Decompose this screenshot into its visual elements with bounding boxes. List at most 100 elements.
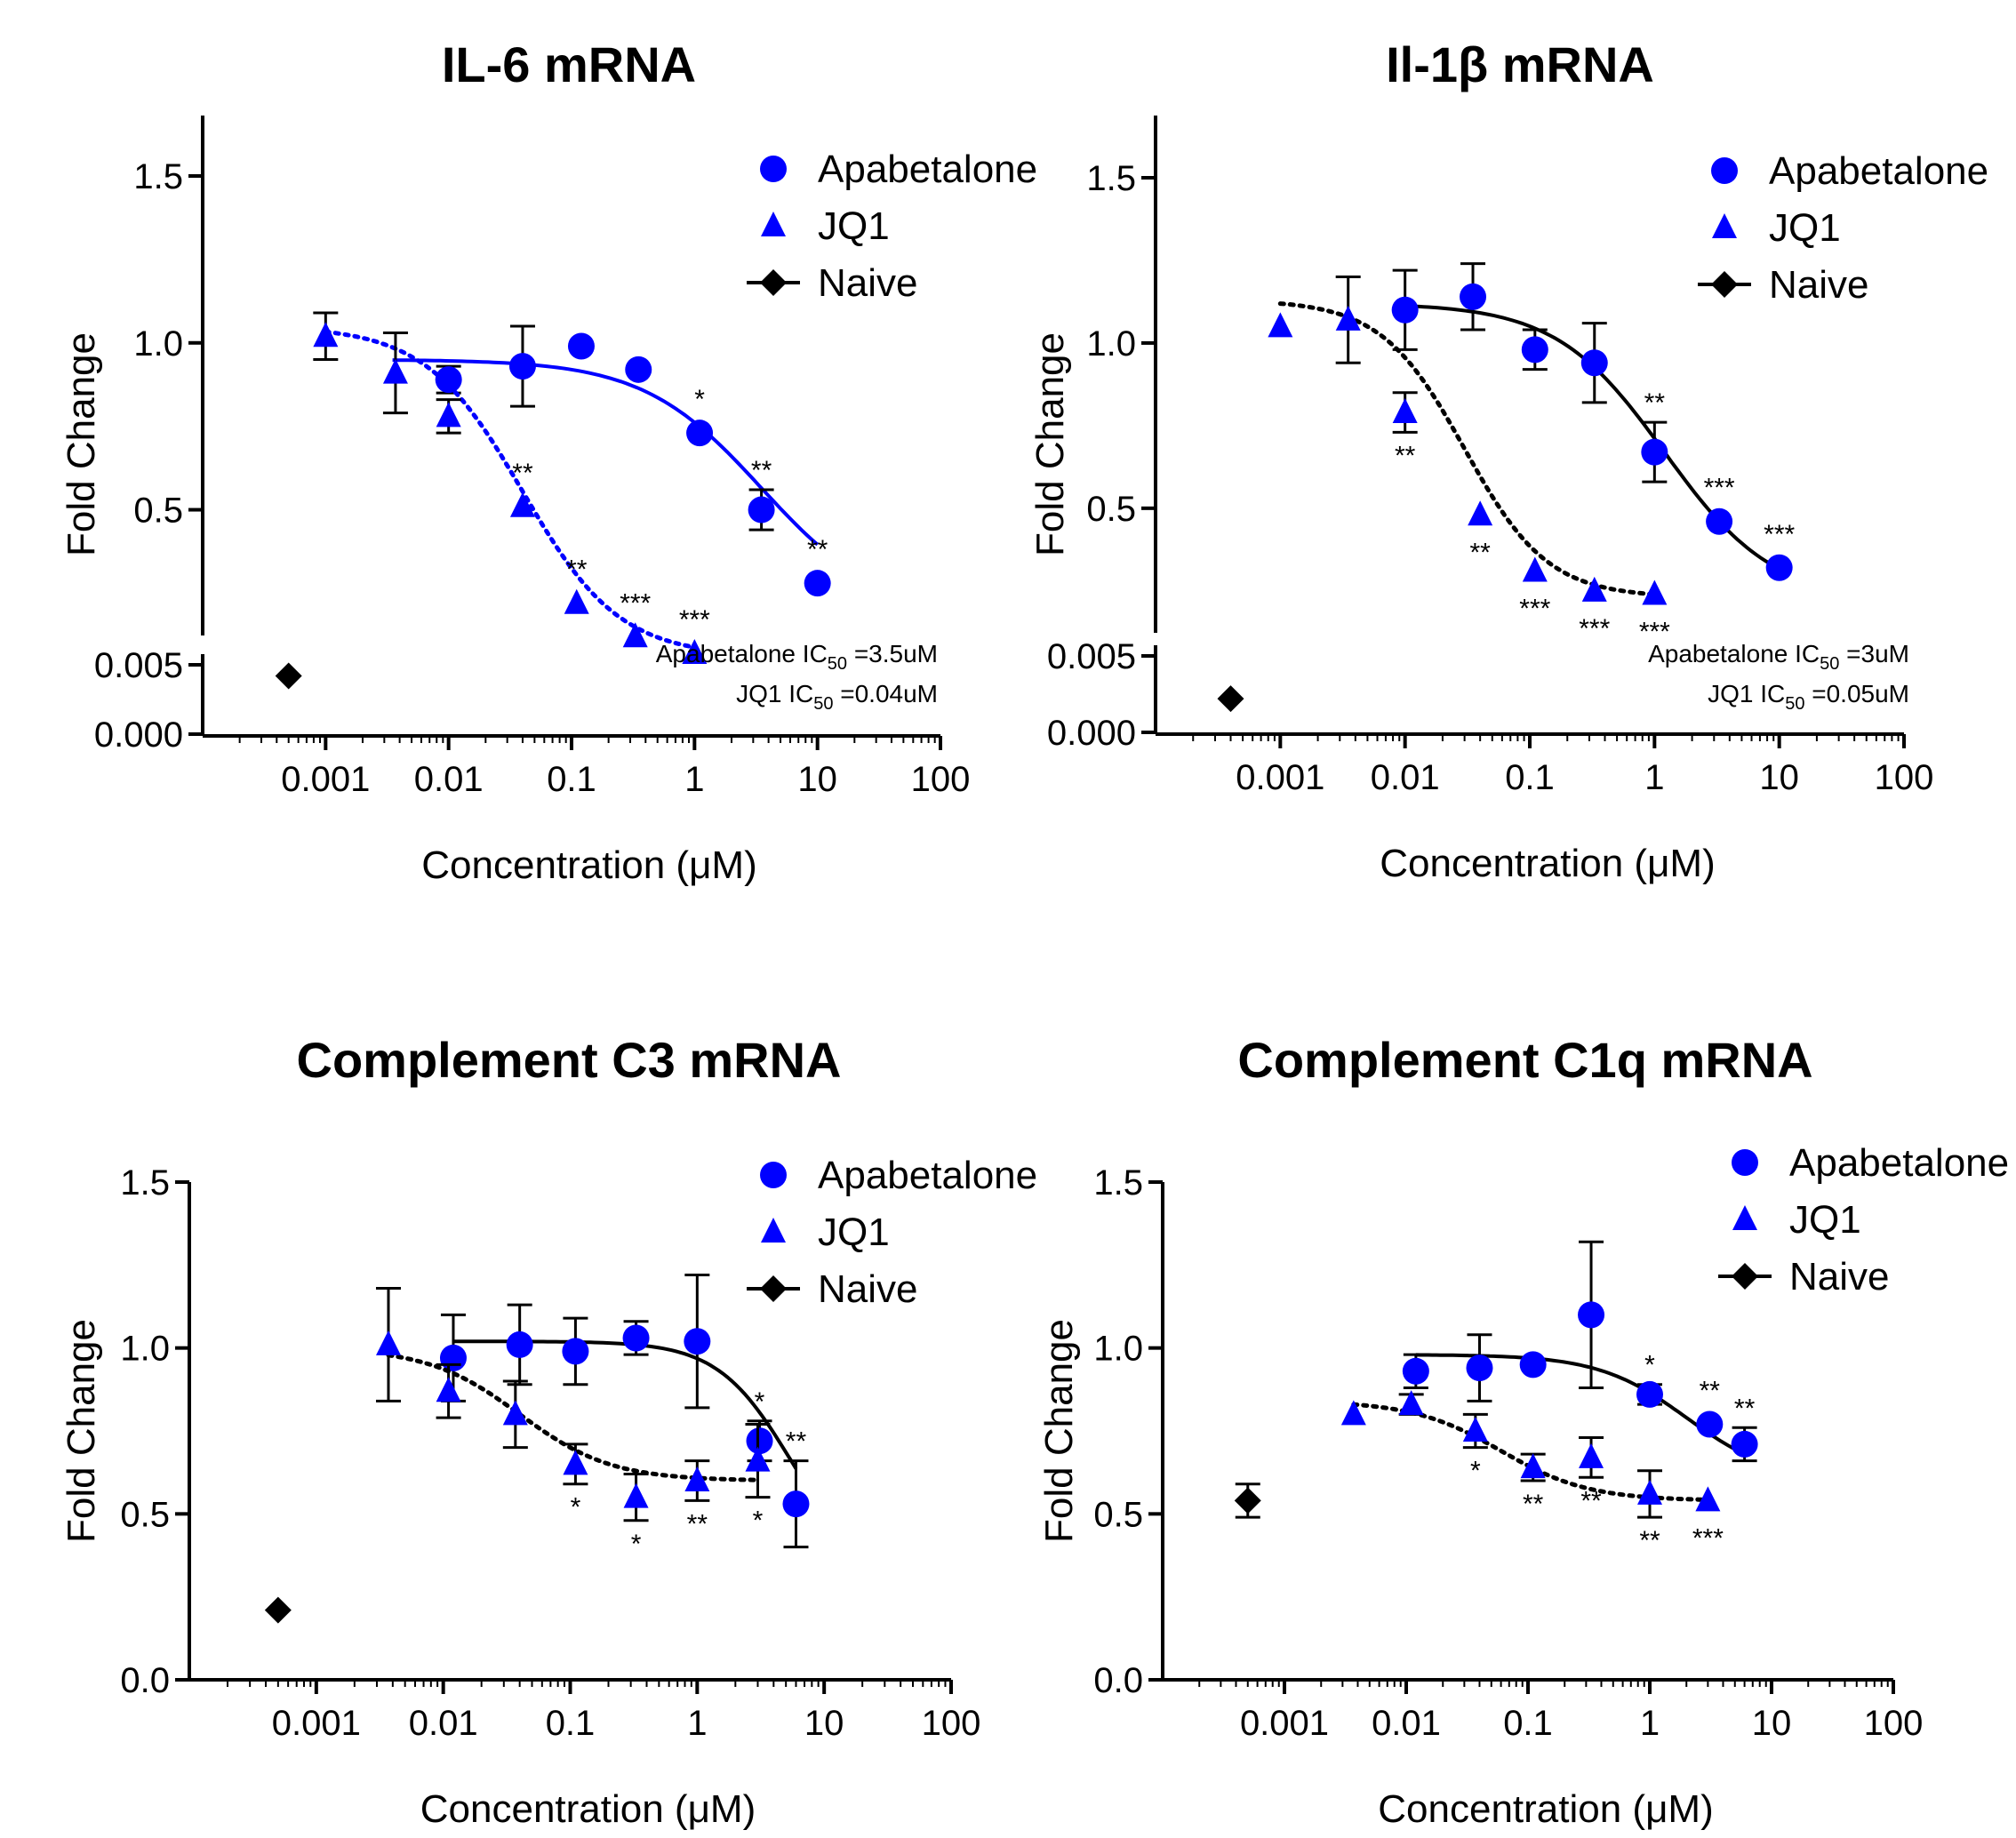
significance-label: * [694,385,705,414]
data-point [622,1324,650,1352]
x-axis-label: Concentration (μM) [1378,1787,1713,1831]
series-jq1: ********** [1340,1390,1724,1555]
ic50-annotation: JQ1 IC50 =0.04uM [736,680,938,714]
data-point [804,570,831,597]
legend-marker-apabetalone [760,1162,787,1188]
ic50-value: =3.5uM [847,640,938,667]
series-apabetalone: ***** [1402,1240,1758,1463]
x-tick-label: 10 [1752,1704,1792,1743]
data-point [264,1596,292,1624]
x-tick-label: 0.001 [1236,758,1324,797]
y-tick-label: 1.0 [1093,1330,1143,1369]
x-tick-label: 0.01 [1371,758,1440,797]
chart-title: Il-1β mRNA [1386,36,1654,92]
significance-label: ** [1639,1526,1660,1555]
significance-label: ** [807,535,828,564]
data-point [1636,1380,1663,1408]
data-point [745,1446,771,1472]
fit-curve [392,358,820,547]
data-point [1462,1417,1488,1442]
ic50-annotation: Apabetalone IC50 =3.5uM [656,640,938,674]
data-point [1731,1430,1758,1458]
y-axis-label: Fold Change [1037,1319,1081,1543]
data-point [1519,1351,1547,1378]
x-tick-label: 1 [1644,758,1664,797]
data-point [275,662,302,690]
series-naive [264,1596,292,1624]
x-tick-label: 0.1 [1505,758,1555,797]
legend-label: Apabetalone [1789,1141,2009,1185]
legend-marker-jq1 [1732,1205,1757,1230]
data-point [1335,305,1361,331]
ic50-label: Apabetalone IC [656,640,828,667]
y-tick-label: 0.005 [94,646,183,685]
chart-panel-1: IL-6 mRNA 0.5 1.0 1.5 0.000 0.005 0.001 0.01 0.1… [60,36,1037,887]
ic50-subscript: 50 [1820,654,1839,674]
y-axis-label: Fold Change [60,332,103,556]
series-jq1: ********** *** [1268,276,1670,647]
x-tick-label: 0.01 [1372,1704,1441,1743]
x-tick-label: 0.1 [1503,1704,1553,1743]
data-point [1522,556,1548,582]
legend-marker-naive [760,269,787,296]
y-tick-label: 0.5 [120,1495,170,1534]
data-point [1217,685,1244,713]
significance-label: *** [1519,595,1550,624]
x-tick-label: 0.001 [1240,1704,1329,1743]
ic50-label: JQ1 IC [736,680,813,707]
data-point [509,491,535,517]
significance-label: ** [1580,1486,1602,1515]
y-tick-label: 1.0 [133,324,183,364]
legend-marker-apabetalone [760,156,787,182]
series-apabetalone: ***** [392,324,831,597]
significance-label: * [571,1493,581,1522]
data-point [564,588,589,614]
legend-label: Naive [818,1267,918,1311]
y-tick-label: 0.000 [94,715,183,755]
legend-label: JQ1 [818,1211,890,1254]
series-jq1: ********** [313,311,710,665]
y-axis-label: Fold Change [1028,332,1072,556]
y-tick-label: 1.5 [133,157,183,196]
legend-marker-naive [1711,271,1738,298]
ic50-subscript: 50 [1785,694,1804,714]
data-point [686,420,714,447]
ic50-value: =3uM [1839,640,1909,667]
ic50-label: Apabetalone IC [1648,640,1820,667]
data-point [1398,1390,1424,1416]
data-point [684,1328,711,1355]
legend-label: JQ1 [1769,206,1841,250]
data-point [746,1427,773,1455]
y-tick-label: 1.5 [120,1163,170,1203]
series-apabetalone: ******** [1391,262,1796,581]
data-point [1578,1301,1605,1329]
significance-label: * [1644,1351,1655,1380]
significance-label: ** [566,555,588,585]
data-point [1579,1442,1604,1468]
significance-label: * [631,1530,642,1559]
data-point [375,1330,401,1355]
legend-marker-apabetalone [1711,157,1738,184]
legend-marker-naive [760,1275,787,1302]
data-point [1765,554,1793,581]
data-point [435,366,462,394]
legend-marker-jq1 [761,1218,786,1243]
data-point [623,1482,649,1508]
legend-marker-apabetalone [1732,1149,1758,1176]
y-tick-label: 0.0 [120,1661,170,1700]
x-tick-label: 100 [922,1704,981,1743]
x-tick-label: 10 [797,760,837,799]
significance-label: ** [1395,441,1416,470]
legend-label: JQ1 [818,204,890,248]
ic50-subscript: 50 [828,654,847,674]
x-axis-label: Concentration (μM) [1380,842,1715,885]
fit-curve [1351,1402,1710,1502]
data-point [1580,349,1608,377]
data-point [1641,438,1668,466]
data-point [436,402,461,428]
ic50-value: =0.05uM [1804,680,1909,707]
legend: Apabetalone JQ1 Naive [1718,1141,2009,1299]
x-axis-label: Concentration (μM) [420,1787,756,1831]
chart-title: IL-6 mRNA [442,36,696,92]
